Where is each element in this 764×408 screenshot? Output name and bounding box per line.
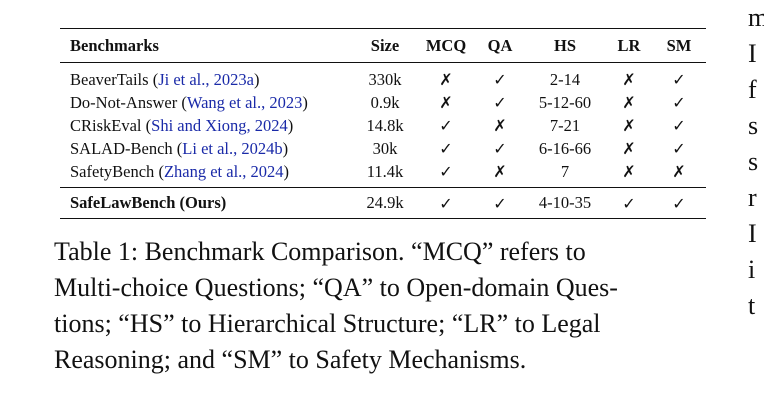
sm-cell: ✓ <box>672 93 686 112</box>
table-caption: Table 1: Benchmark Comparison. “MCQ” ref… <box>54 234 710 378</box>
benchmark-name-cell: SALAD-Bench (Li et al., 2024b) <box>70 138 289 158</box>
benchmark-name-cell: SafetyBench (Zhang et al., 2024) <box>70 161 290 181</box>
caption-line: Multi-choice Questions; “QA” to Open-dom… <box>54 273 618 302</box>
adjacent-text-fragment: m <box>748 3 764 32</box>
adjacent-text-fragment: I <box>748 39 757 68</box>
column-header-benchmarks: Benchmarks <box>60 28 354 63</box>
mcq-cell: ✓ <box>439 116 453 135</box>
column-header-sm: SM <box>652 28 706 63</box>
table-row: SALAD-Bench (Li et al., 2024b) 30k ✓ ✓ 6… <box>60 137 706 160</box>
caption-line: Reasoning; and “SM” to Safety Mechanisms… <box>54 345 527 374</box>
benchmark-name: BeaverTails <box>70 69 149 89</box>
lr-cell: ✗ <box>622 70 636 89</box>
caption-line: tions; “HS” to Hierarchical Structure; “… <box>54 309 601 338</box>
mcq-cell: ✗ <box>439 93 453 112</box>
size-cell: 330k <box>368 69 402 89</box>
qa-cell: ✓ <box>493 93 507 112</box>
citation-link[interactable]: Ji et al., 2023a <box>158 69 254 89</box>
size-cell: 14.8k <box>366 115 404 135</box>
lr-cell: ✗ <box>622 93 636 112</box>
qa-cell: ✓ <box>493 70 507 89</box>
qa-cell: ✗ <box>493 116 507 135</box>
qa-cell: ✓ <box>476 187 524 219</box>
mcq-cell: ✗ <box>439 70 453 89</box>
qa-cell: ✓ <box>493 139 507 158</box>
hs-cell: 7 <box>560 161 570 181</box>
sm-cell: ✗ <box>672 162 686 181</box>
hs-cell: 6-16-66 <box>538 138 592 158</box>
table-row: BeaverTails (Ji et al., 2023a) 330k ✗ ✓ … <box>60 63 706 92</box>
table-row: CRiskEval (Shi and Xiong, 2024) 14.8k ✓ … <box>60 114 706 137</box>
adjacent-text-fragment: f <box>748 75 757 104</box>
hs-cell: 7-21 <box>549 115 581 135</box>
column-header-mcq: MCQ <box>416 28 476 63</box>
benchmark-name: Do-Not-Answer <box>70 92 178 112</box>
size-cell: 0.9k <box>370 92 400 112</box>
qa-cell: ✗ <box>493 162 507 181</box>
sm-cell: ✓ <box>652 187 706 219</box>
column-header-qa: QA <box>476 28 524 63</box>
size-cell: 30k <box>372 138 398 158</box>
size-cell: 24.9k <box>354 187 416 219</box>
adjacent-text-fragment: i <box>748 255 756 284</box>
adjacent-text-fragment: t <box>748 291 756 320</box>
hs-cell: 4-10-35 <box>524 187 606 219</box>
sm-cell: ✓ <box>672 116 686 135</box>
table-row-ours: SafeLawBench (Ours) 24.9k ✓ ✓ 4-10-35 ✓ … <box>60 187 706 219</box>
benchmark-table: Benchmarks Size MCQ QA HS LR SM BeaverTa… <box>60 28 706 219</box>
adjacent-text-fragment: r <box>748 183 757 212</box>
mcq-cell: ✓ <box>439 162 453 181</box>
sm-cell: ✓ <box>672 139 686 158</box>
lr-cell: ✗ <box>622 116 636 135</box>
citation-link[interactable]: Shi and Xiong, 2024 <box>151 115 288 135</box>
benchmark-table-container: Benchmarks Size MCQ QA HS LR SM BeaverTa… <box>60 28 706 219</box>
column-header-lr: LR <box>606 28 652 63</box>
benchmark-name-cell: Do-Not-Answer (Wang et al., 2023) <box>70 92 308 112</box>
adjacent-text-fragment: s <box>748 147 759 176</box>
mcq-cell: ✓ <box>416 187 476 219</box>
mcq-cell: ✓ <box>439 139 453 158</box>
table-row: Do-Not-Answer (Wang et al., 2023) 0.9k ✗… <box>60 91 706 114</box>
benchmark-name: CRiskEval <box>70 115 142 135</box>
benchmark-name-cell: SafeLawBench (Ours) <box>60 187 354 219</box>
hs-cell: 5-12-60 <box>538 92 592 112</box>
table-header-row: Benchmarks Size MCQ QA HS LR SM <box>60 28 706 63</box>
hs-cell: 2-14 <box>549 69 581 89</box>
adjacent-text-fragment: I <box>748 219 757 248</box>
lr-cell: ✗ <box>622 139 636 158</box>
citation-link[interactable]: Wang et al., 2023 <box>186 92 303 112</box>
benchmark-name: SafetyBench <box>70 161 155 181</box>
table-row: SafetyBench (Zhang et al., 2024) 11.4k ✓… <box>60 160 706 188</box>
benchmark-name-cell: CRiskEval (Shi and Xiong, 2024) <box>70 115 294 135</box>
adjacent-column-fragment: m I f s s r I i t <box>748 0 764 324</box>
benchmark-name: SALAD-Bench <box>70 138 173 158</box>
citation-link[interactable]: Li et al., 2024b <box>182 138 283 158</box>
column-header-hs: HS <box>524 28 606 63</box>
lr-cell: ✗ <box>622 162 636 181</box>
benchmark-name-cell: BeaverTails (Ji et al., 2023a) <box>70 69 260 89</box>
sm-cell: ✓ <box>672 70 686 89</box>
citation-link[interactable]: Zhang et al., 2024 <box>163 161 284 181</box>
caption-line: Table 1: Benchmark Comparison. “MCQ” ref… <box>54 237 586 266</box>
lr-cell: ✓ <box>606 187 652 219</box>
adjacent-text-fragment: s <box>748 111 759 140</box>
column-header-size: Size <box>354 28 416 63</box>
size-cell: 11.4k <box>366 161 404 181</box>
